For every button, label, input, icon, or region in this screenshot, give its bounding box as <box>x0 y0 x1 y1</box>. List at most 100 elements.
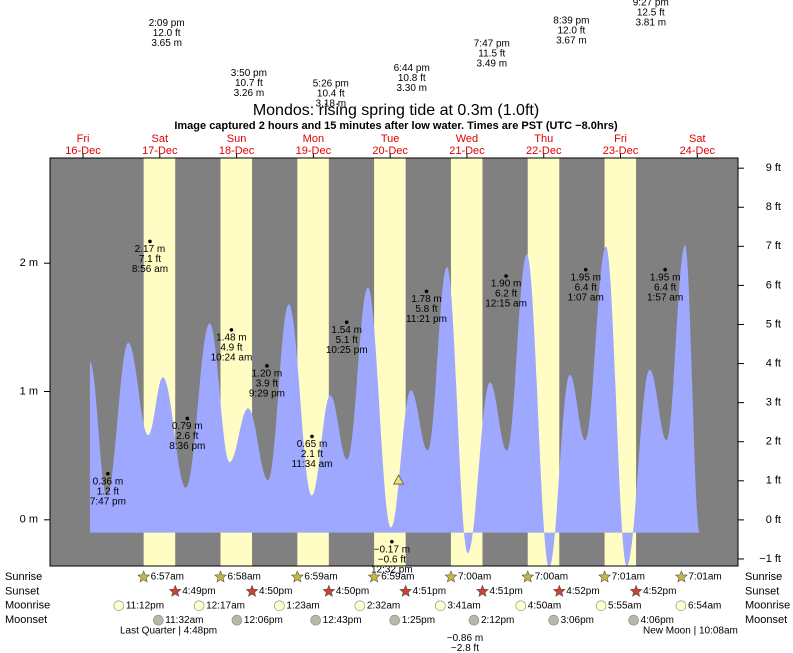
tide-layer <box>89 245 700 566</box>
event-time: 12:17am <box>206 600 245 611</box>
row-label: Sunset <box>745 585 779 597</box>
event-icon <box>245 584 259 597</box>
event-icon <box>674 570 688 583</box>
extreme-dot <box>229 328 234 332</box>
day-date: 23-Dec <box>603 145 639 157</box>
extreme-m: 1.20 m <box>252 368 283 379</box>
high-time: 5:26 pm <box>313 78 349 89</box>
y2-tick-label: 9 ft <box>766 162 781 174</box>
day-name: Wed <box>456 133 478 145</box>
event-time: 7:01am <box>612 572 645 583</box>
high-ft: 12.0 ft <box>557 26 585 37</box>
event-time: 7:00am <box>458 572 491 583</box>
event-time: 11:32am <box>165 615 203 626</box>
event-time: 4:51pm <box>413 586 446 597</box>
event-time: 6:59am <box>304 572 337 583</box>
low-ft: −2.8 ft <box>451 643 479 653</box>
event-time: 2:32am <box>367 600 400 611</box>
day-date: 19-Dec <box>296 145 332 157</box>
event-time: 5:55am <box>608 600 641 611</box>
day-name: Sat <box>152 133 169 145</box>
event-icon <box>548 614 559 626</box>
extreme-m: 1.95 m <box>650 272 681 283</box>
extreme-ft: 6.4 ft <box>575 282 597 293</box>
day-name: Fri <box>614 133 627 145</box>
extreme-ft: 5.8 ft <box>415 304 437 315</box>
extreme-ft: 4.9 ft <box>220 343 242 354</box>
extreme-time: 11:21 pm <box>406 314 447 325</box>
extreme-dot <box>148 239 152 244</box>
extreme-time: 7:47 pm <box>90 496 126 507</box>
y2-tick-label: 5 ft <box>766 318 781 330</box>
day-date: 16-Dec <box>65 145 101 157</box>
high-m: 3.65 m <box>151 38 182 49</box>
y-tick-label: 0 m <box>20 514 38 526</box>
extreme-dot <box>424 289 429 294</box>
day-name: Sun <box>227 133 247 145</box>
high-m: 3.49 m <box>477 59 508 70</box>
chart-subtitle: Image captured 2 hours and 15 minutes af… <box>174 120 618 132</box>
y2-tick-label: 1 ft <box>766 475 781 487</box>
event-time: 4:50am <box>528 600 561 611</box>
day-name: Fri <box>77 133 90 145</box>
extreme-m: 0.79 m <box>172 421 203 432</box>
event-icon <box>113 600 125 612</box>
y2-tick-label: 6 ft <box>766 279 781 291</box>
event-icon <box>476 584 489 597</box>
event-icon <box>193 600 205 612</box>
day-date: 17-Dec <box>142 145 178 157</box>
extreme-m: 0.65 m <box>297 439 328 450</box>
event-icon <box>389 614 400 626</box>
extreme-ft: 6.4 ft <box>654 282 676 293</box>
event-time: 12:06pm <box>244 615 283 626</box>
extreme-dot <box>185 416 190 421</box>
offscale-point <box>570 48 572 50</box>
extreme-dot <box>265 364 269 368</box>
extreme-dot <box>583 267 588 272</box>
row-label: Sunrise <box>745 571 782 583</box>
moon-phase: New Moon | 10:08am <box>643 626 738 637</box>
day-name: Thu <box>534 133 553 145</box>
extreme-dot <box>310 434 314 439</box>
day-date: 21-Dec <box>449 145 485 157</box>
extreme-m: 2.17 m <box>135 244 166 255</box>
extreme-ft: 3.9 ft <box>256 378 278 389</box>
offscale-point <box>464 629 466 631</box>
extreme-m: 1.78 m <box>411 294 442 305</box>
event-icon <box>444 570 458 583</box>
y2-tick-label: 0 ft <box>766 514 781 526</box>
event-time: 6:54am <box>688 600 721 611</box>
event-icon <box>290 570 304 583</box>
event-time: 2:12pm <box>481 615 514 626</box>
extreme-time: 1:07 am <box>568 292 604 303</box>
chart-title: Mondos: rising spring tide at 0.3m (1.0f… <box>253 102 539 119</box>
event-time: 4:06pm <box>641 615 674 626</box>
day-date: 22-Dec <box>526 145 562 157</box>
high-ft: 10.8 ft <box>398 73 426 84</box>
event-time: 3:06pm <box>561 615 594 626</box>
moon-phase: Last Quarter | 4:48pm <box>120 626 217 637</box>
event-icon <box>274 600 285 612</box>
event-icon <box>322 584 336 597</box>
high-time: 7:47 pm <box>474 39 510 50</box>
y-tick-label: 2 m <box>20 257 38 269</box>
event-time: 11:12pm <box>126 600 164 611</box>
y2-tick-label: 2 ft <box>766 436 781 448</box>
event-icon <box>310 614 321 626</box>
event-icon <box>367 570 381 583</box>
extreme-ft: 2.6 ft <box>176 431 198 442</box>
event-icon <box>552 584 566 597</box>
high-m: 3.67 m <box>556 36 587 47</box>
event-time: 6:57am <box>151 572 184 583</box>
extreme-dot <box>663 267 667 272</box>
event-time: 3:41am <box>447 600 480 611</box>
y2-tick-label: 8 ft <box>766 201 781 213</box>
offscale-point <box>248 101 250 103</box>
y2-tick-label: 4 ft <box>766 357 781 369</box>
row-label: Moonset <box>745 614 787 626</box>
row-label: Sunset <box>5 585 39 597</box>
high-ft: 12.0 ft <box>153 28 181 39</box>
high-m: 3.30 m <box>396 83 427 94</box>
event-icon <box>435 600 446 612</box>
